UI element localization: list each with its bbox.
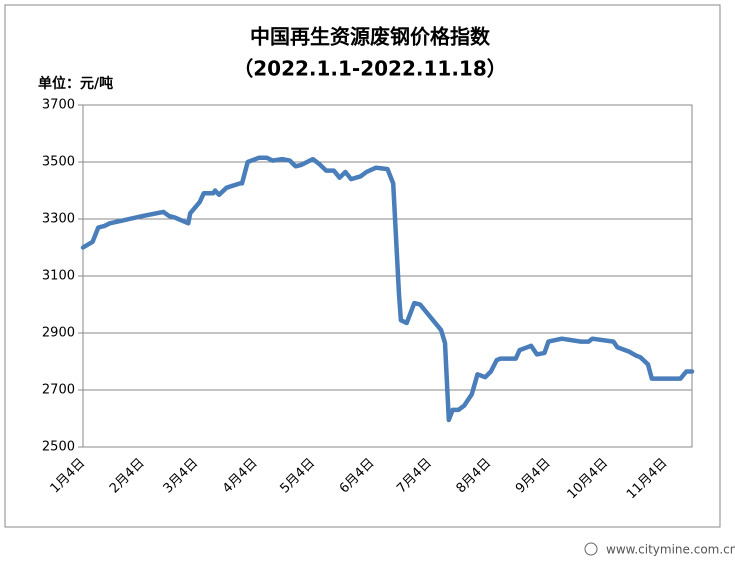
y-tick-label: 3500 [42,155,75,170]
y-tick-label: 2700 [42,383,75,398]
y-tick-label: 3700 [42,98,75,113]
y-tick-label: 2900 [42,326,75,341]
chart-title: 中国再生资源废钢价格指数 [250,25,491,49]
chart-subtitle: （2022.1.1-2022.11.18） [233,57,507,81]
data-line [80,155,695,423]
y-unit: 单位：元/吨 [38,75,113,92]
watermark-icon [584,542,598,556]
y-tick-label: 2500 [42,440,75,455]
y-tick-label: 3100 [42,269,75,284]
y-tick-label: 3300 [42,212,75,227]
watermark: www.citymine.com.cn [606,543,735,557]
chart-frame [4,4,721,528]
